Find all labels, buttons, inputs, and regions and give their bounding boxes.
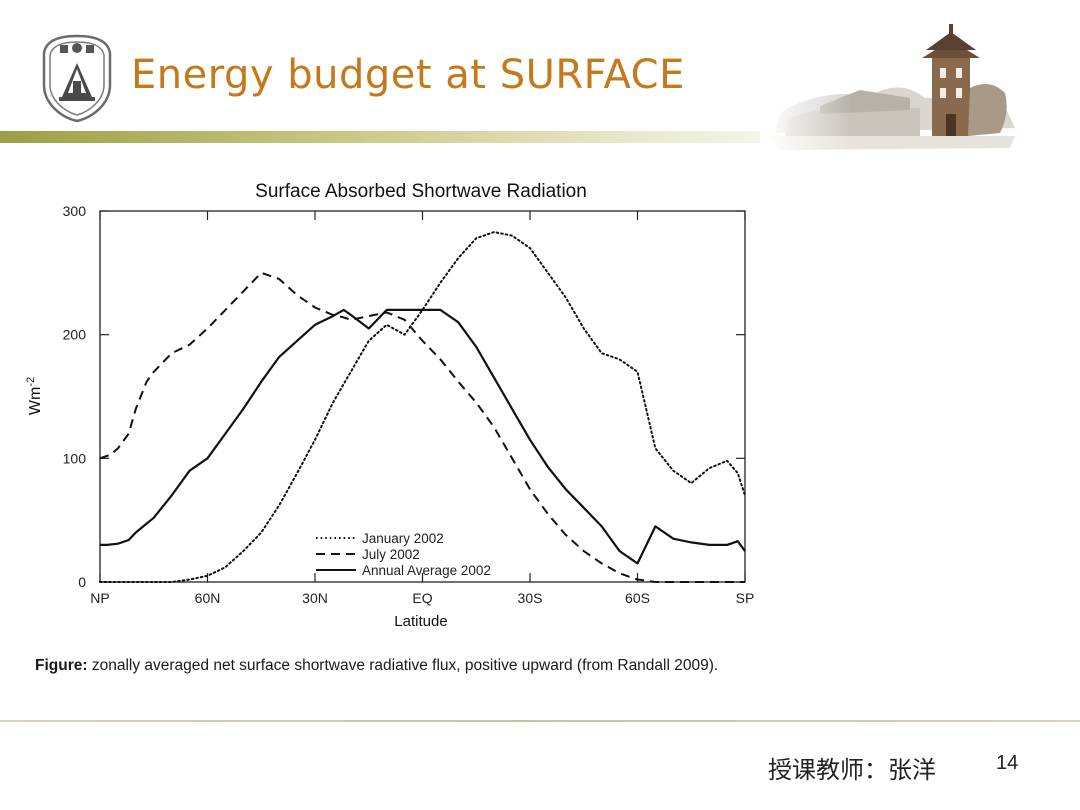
y-axis-label-exponent: -2 (25, 377, 37, 387)
instructor-label: 授课教师：张洋 (768, 756, 936, 784)
x-tick-label: 30N (302, 590, 328, 606)
x-tick-label: NP (90, 590, 109, 606)
y-tick-label: 200 (63, 327, 87, 343)
x-tick-label: 60N (195, 590, 221, 606)
x-tick-label: 60S (625, 590, 650, 606)
y-tick-label: 0 (78, 574, 86, 590)
series-line-dashed (99, 271, 745, 583)
x-tick-label: EQ (412, 590, 432, 606)
y-axis-label: Wm-2 (25, 377, 44, 415)
footer-divider (0, 720, 1080, 722)
page-number: 14 (996, 752, 1019, 774)
legend-label: July 2002 (362, 547, 420, 562)
title-underline (0, 131, 778, 143)
chart-panel: Surface Absorbed Shortwave Radiation 0 10… (20, 170, 780, 640)
legend-label: January 2002 (362, 531, 444, 546)
shortwave-radiation-chart: Surface Absorbed Shortwave Radiation 0 10… (25, 181, 754, 630)
caption-label: Figure: (35, 657, 88, 674)
plot-frame (99, 210, 746, 583)
y-tick-label: 300 (63, 203, 87, 219)
university-seal-icon (42, 34, 112, 123)
x-axis-label: Latitude (394, 613, 447, 630)
x-tick-label: 30S (518, 590, 543, 606)
series-line-dotted (99, 231, 746, 583)
slide-title: Energy budget at SURFACE (131, 52, 685, 98)
figure-caption: Figure: zonally averaged net surface sho… (35, 656, 835, 675)
y-axis-label-base: Wm (27, 387, 44, 415)
slide-header: Energy budget at SURFACE (0, 0, 1080, 153)
chart-title: Surface Absorbed Shortwave Radiation (255, 181, 587, 202)
y-tick-label: 100 (63, 450, 87, 466)
x-tick-label: SP (736, 590, 755, 606)
series-line-solid (100, 308, 746, 565)
legend-label: Annual Average 2002 (362, 563, 491, 578)
x-axis: NP 60N 30N EQ 30S 60S SP (90, 211, 754, 606)
y-axis: 0 100 200 300 (63, 203, 745, 590)
caption-text: zonally averaged net surface shortwave r… (87, 657, 719, 674)
campus-building-image (760, 18, 1020, 153)
series-lines (99, 231, 746, 583)
